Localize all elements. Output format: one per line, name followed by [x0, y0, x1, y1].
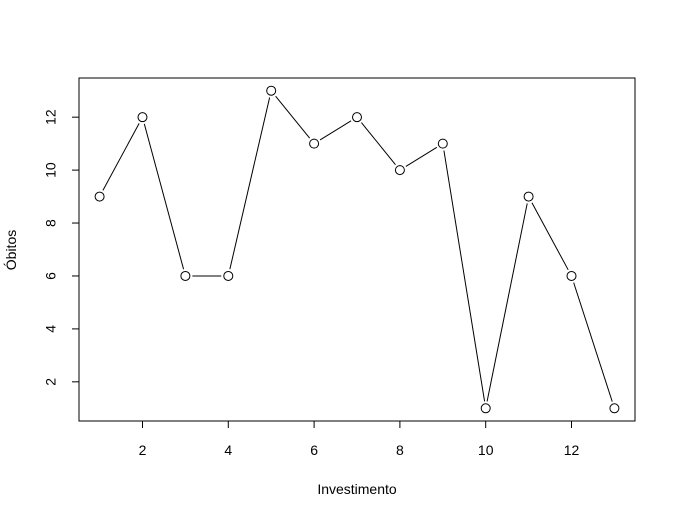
y-tick-label: 8 [43, 219, 59, 227]
data-point [180, 270, 191, 281]
data-point [94, 191, 105, 202]
y-axis-label: Óbitos [3, 230, 19, 270]
y-tick-label: 2 [43, 378, 59, 386]
x-tick-label: 10 [478, 442, 494, 458]
data-point [352, 112, 362, 123]
series-segment [531, 202, 569, 271]
data-point [266, 85, 277, 96]
series-segment [573, 282, 613, 402]
series-segment [443, 150, 486, 402]
x-tick-label: 12 [564, 442, 580, 458]
y-tick-label: 4 [43, 325, 59, 333]
series-segment [361, 122, 396, 165]
data-point [609, 403, 620, 414]
y-tick-label: 6 [43, 272, 59, 280]
x-tick-label: 8 [396, 442, 404, 458]
y-axis: 2 4 6 8 10 12 [43, 109, 80, 386]
data-point [437, 138, 448, 149]
x-tick-label: 6 [310, 442, 318, 458]
data-point [394, 165, 405, 176]
series-segment [319, 120, 352, 141]
data-point [566, 270, 577, 281]
plot-frame [78, 77, 636, 422]
data-point [309, 138, 320, 149]
series-segment [229, 97, 271, 270]
x-tick-label: 4 [224, 442, 232, 458]
series-segment [275, 95, 311, 139]
x-tick-label: 2 [139, 442, 147, 458]
data-point [523, 191, 534, 202]
series-segment [143, 123, 185, 270]
x-axis-label: Investimento [317, 481, 397, 497]
data-point [480, 403, 491, 414]
series-segment [102, 123, 140, 191]
series-layer [94, 85, 620, 414]
series-segment [405, 146, 438, 167]
data-point [137, 112, 148, 123]
y-tick-label: 12 [43, 109, 59, 125]
data-point [223, 270, 234, 281]
y-tick-label: 10 [43, 162, 59, 178]
x-axis: 2 4 6 8 10 12 [139, 420, 580, 458]
series-segment [486, 203, 528, 402]
